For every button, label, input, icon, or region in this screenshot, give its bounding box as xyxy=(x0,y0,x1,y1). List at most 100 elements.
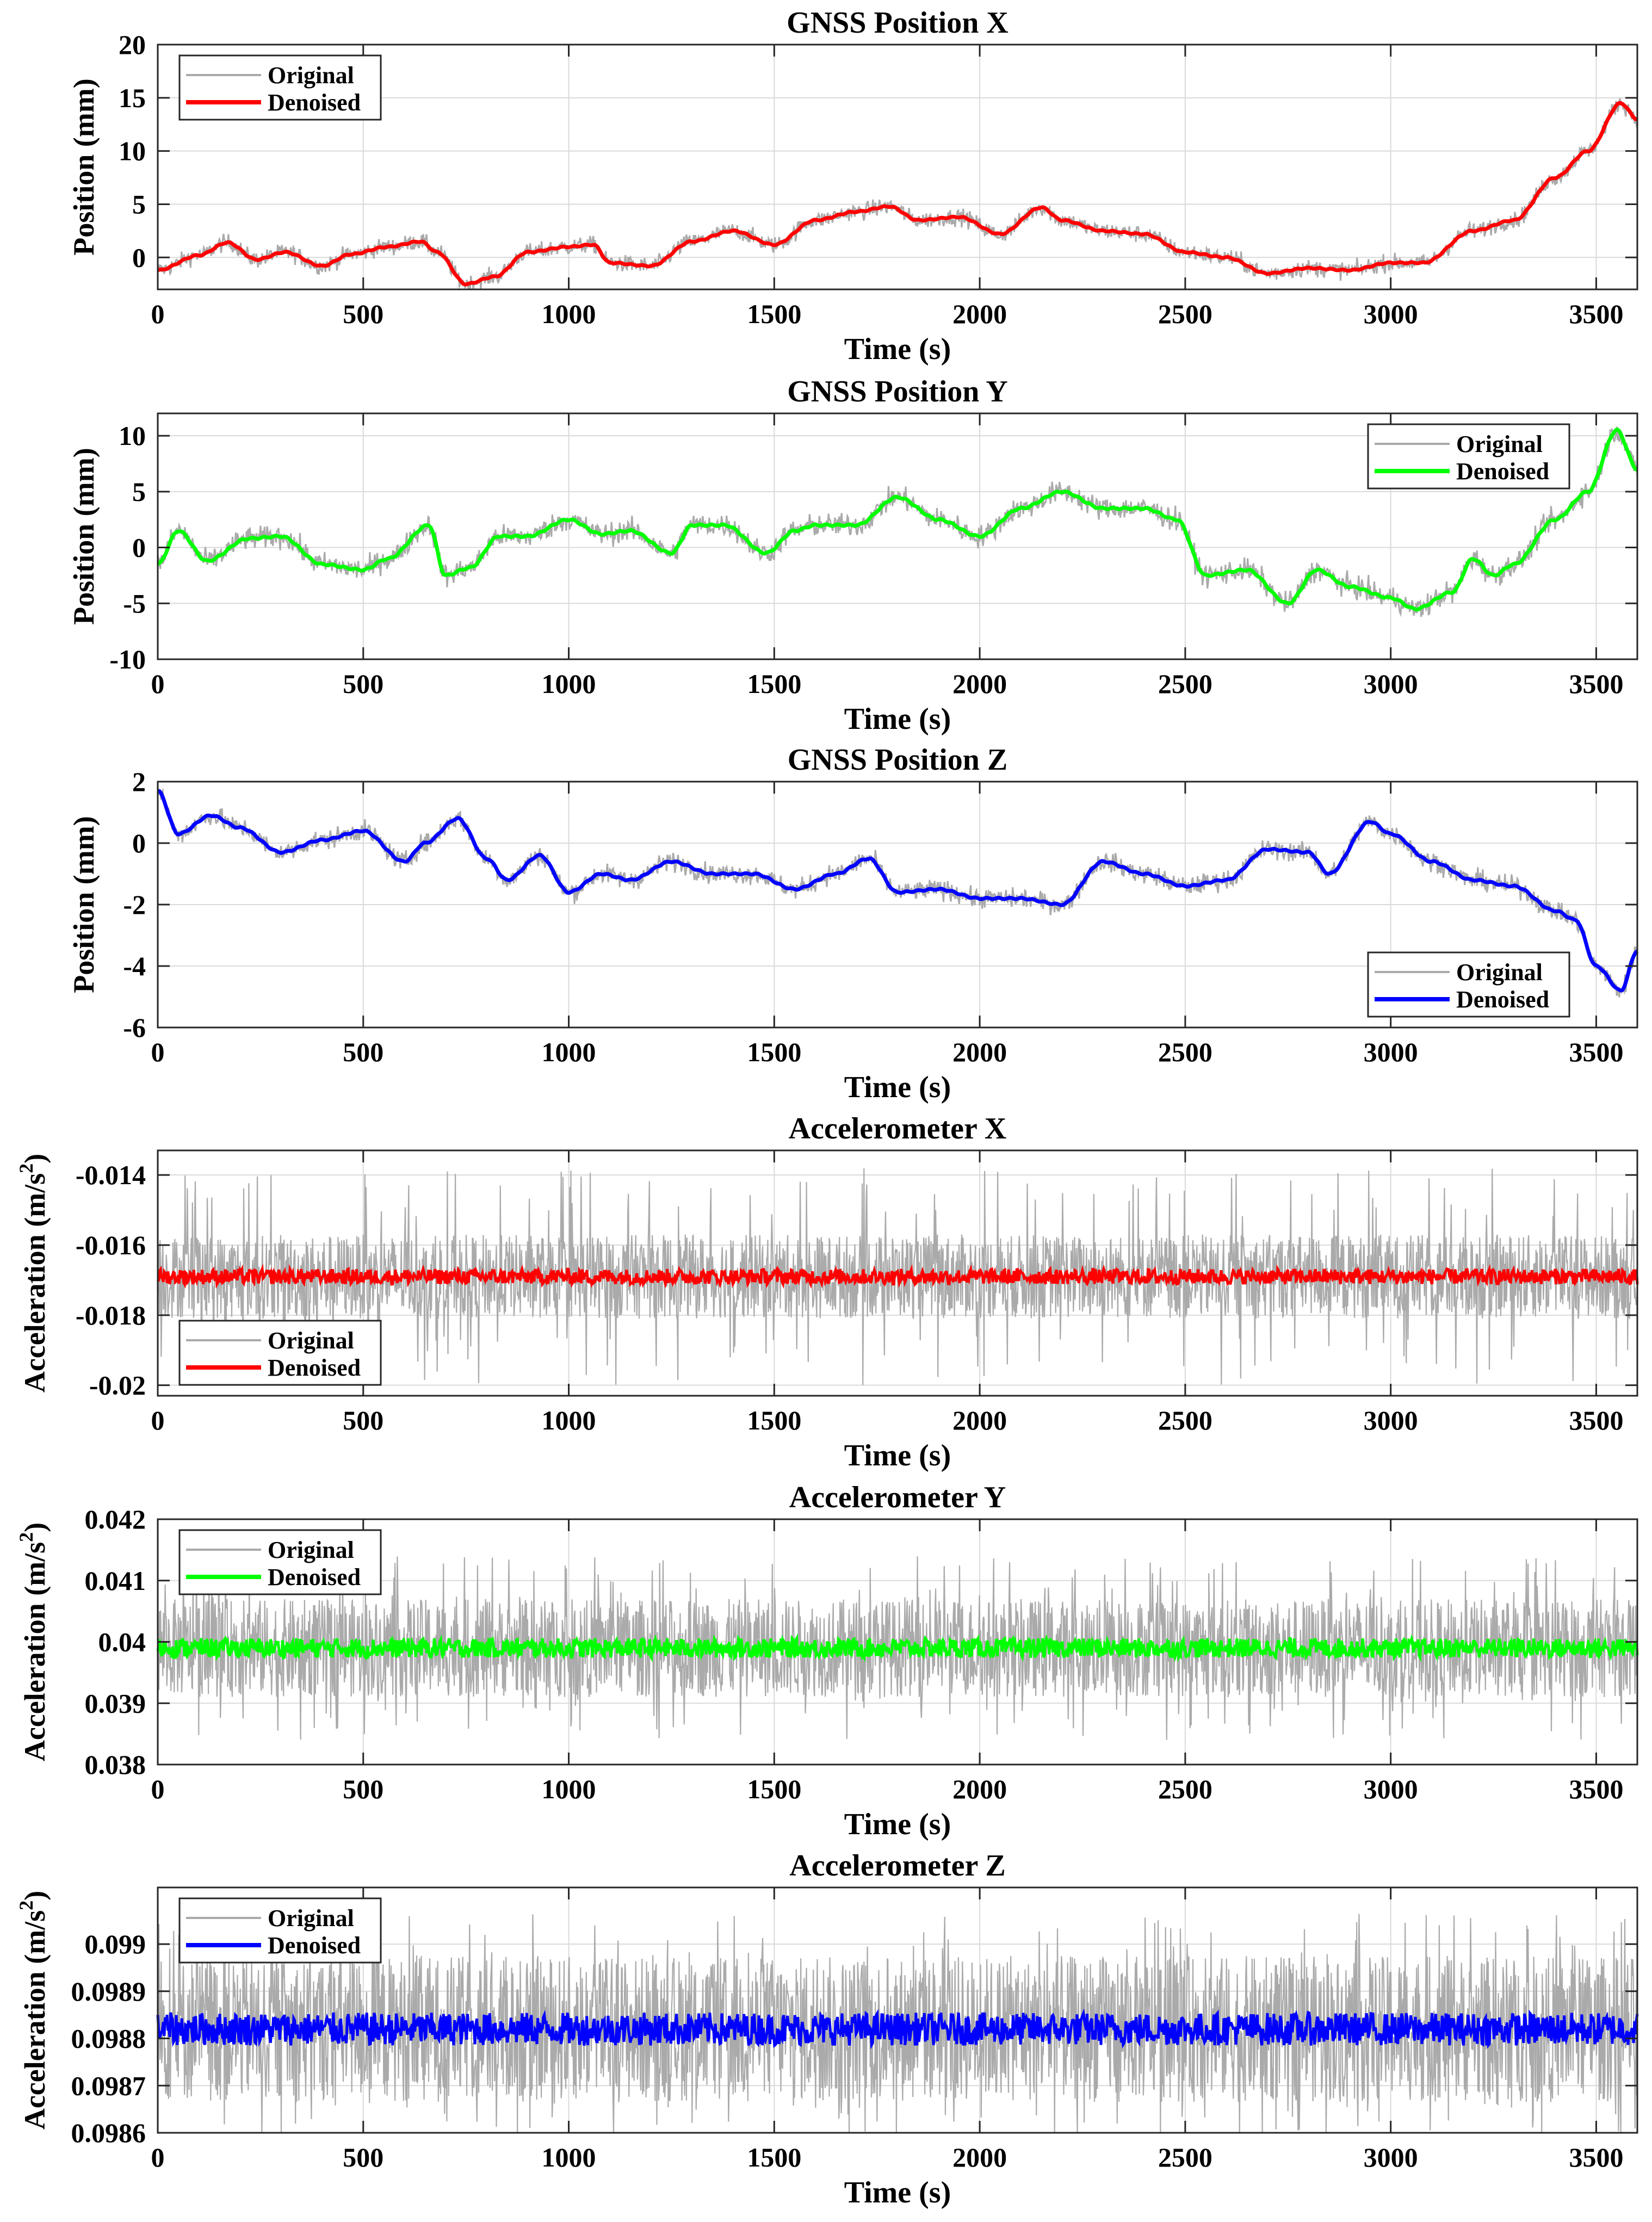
y-tick-label: 0.0988 xyxy=(71,2023,146,2054)
y-tick-label: 0.0986 xyxy=(71,2118,146,2148)
x-tick-label: 500 xyxy=(343,1405,383,1435)
y-tick-label: 10 xyxy=(119,136,146,166)
x-axis-label: Time (s) xyxy=(844,1070,951,1104)
legend-box xyxy=(1367,951,1570,1018)
denoised-series-line xyxy=(156,2008,1639,2050)
legend-label-denoised: Denoised xyxy=(268,1932,361,1959)
y-axis: -6 -4 -2 0 2 xyxy=(123,766,1637,1043)
chart-panel-2: 0 500 1000 1500 2000 2500 3000 3500 -10 -5 0 5 10 GNS… xyxy=(67,375,1638,736)
x-axis: 0 500 1000 1500 2000 2500 3000 3500 xyxy=(151,45,1623,329)
x-tick-label: 500 xyxy=(343,669,383,699)
x-tick-label: 3000 xyxy=(1364,1774,1418,1804)
legend-label-denoised: Denoised xyxy=(1456,458,1549,485)
x-tick-label: 3000 xyxy=(1364,2142,1418,2173)
y-axis-label: Acceleration (m/s2) xyxy=(15,1522,51,1761)
y-tick-label: 2 xyxy=(132,766,146,797)
x-tick-label: 2000 xyxy=(952,2142,1007,2173)
y-axis-label: Position (mm) xyxy=(67,448,100,624)
x-tick-label: 2500 xyxy=(1158,1774,1212,1804)
x-tick-label: 2000 xyxy=(952,1405,1007,1435)
x-tick-label: 1500 xyxy=(747,669,801,699)
chart-title: GNSS Position Z xyxy=(788,743,1008,777)
legend-label-denoised: Denoised xyxy=(1456,986,1549,1013)
denoised-series-line xyxy=(156,428,1638,612)
x-tick-label: 2000 xyxy=(952,299,1007,329)
x-axis-label: Time (s) xyxy=(844,1439,951,1472)
x-tick-label: 3500 xyxy=(1569,1037,1623,1067)
x-tick-label: 2500 xyxy=(1158,1405,1212,1435)
x-axis: 0 500 1000 1500 2000 2500 3000 3500 xyxy=(151,1150,1623,1435)
y-tick-label: 10 xyxy=(119,420,146,451)
y-tick-label: 0.039 xyxy=(85,1688,146,1718)
y-tick-label: 20 xyxy=(119,29,146,60)
y-axis: 0 5 10 15 20 xyxy=(119,29,1637,273)
x-tick-label: 500 xyxy=(343,1774,383,1804)
chart-panel-5: 0 500 1000 1500 2000 2500 3000 35000.0380.0390.… xyxy=(15,1481,1639,1841)
series-lines xyxy=(157,98,1638,290)
y-axis: 0.038 0.039 0.04 0.041 0.042 xyxy=(85,1504,1637,1780)
denoised-series-line xyxy=(157,789,1639,993)
x-tick-label: 2500 xyxy=(1158,2142,1212,2173)
legend-label-original: Original xyxy=(1456,431,1543,457)
series-lines xyxy=(156,1556,1639,1740)
x-axis-label: Time (s) xyxy=(844,2176,951,2209)
original-series-line xyxy=(157,98,1638,290)
x-tick-label: 1000 xyxy=(542,1037,596,1067)
x-axis: 0 500 1000 1500 2000 2500 3000 3500 xyxy=(151,1519,1623,1804)
y-tick-label: 15 xyxy=(119,83,146,113)
x-tick-label: 500 xyxy=(343,1037,383,1067)
x-tick-label: 1000 xyxy=(542,2142,596,2173)
x-tick-label: 3000 xyxy=(1364,299,1418,329)
chart-panel-4: 0 500 1000 1500 2000 2500 3000 3500-0.02-0.018-… xyxy=(15,1112,1639,1472)
y-tick-label: 0.041 xyxy=(85,1565,146,1596)
x-tick-label: 2500 xyxy=(1158,1037,1212,1067)
chart-title: Accelerometer Z xyxy=(789,1849,1005,1883)
legend-box xyxy=(178,1529,382,1595)
y-tick-label: -10 xyxy=(109,644,146,674)
x-tick-label: 0 xyxy=(151,299,165,329)
x-tick-label: 3500 xyxy=(1569,299,1623,329)
x-tick-label: 500 xyxy=(343,299,383,329)
legend-label-original: Original xyxy=(268,1537,354,1563)
denoised-series-line xyxy=(156,1633,1639,1663)
legend-label-original: Original xyxy=(268,62,354,89)
chart-panel-6: 0 500 1000 1500 2000 2500 3000 3500 0.0986 0.0987… xyxy=(15,1849,1639,2209)
y-axis: -0.02 -0.018 -0.016 -0.014 xyxy=(76,1160,1637,1401)
y-axis-label: Position (mm) xyxy=(67,816,100,993)
x-tick-label: 3500 xyxy=(1569,669,1623,699)
legend-box xyxy=(1367,423,1570,490)
axes-box xyxy=(157,44,1638,290)
x-tick-label: 3000 xyxy=(1364,669,1418,699)
x-tick-label: 3000 xyxy=(1364,1037,1418,1067)
legend-label-denoised: Denoised xyxy=(268,89,361,116)
series-lines xyxy=(157,788,1639,998)
y-tick-label: 0.099 xyxy=(85,1929,146,1959)
legend-box xyxy=(178,1320,382,1386)
denoised-series-line xyxy=(156,1264,1639,1289)
y-tick-label: 0 xyxy=(132,533,146,563)
x-axis: 0 500 1000 1500 2000 2500 3000 3500 xyxy=(151,782,1623,1067)
chart-panel-3: 0 500 1000 1500 2000 2500 3000 3500 -6 -4 -2 0 2 GNSS… xyxy=(67,743,1639,1104)
chart-panel-1: 0 500 1000 1500 2000 2500 3000 3500 0 5 10 15 20 GNSS… xyxy=(67,6,1638,366)
legend-label-original: Original xyxy=(1456,959,1543,986)
x-tick-label: 3500 xyxy=(1569,1774,1623,1804)
y-tick-label: -6 xyxy=(123,1012,146,1043)
x-axis: 0 500 1000 1500 2000 2500 3000 3500 xyxy=(151,413,1623,699)
x-tick-label: 1500 xyxy=(747,1037,801,1067)
x-tick-label: 0 xyxy=(151,1405,165,1435)
y-tick-label: -0.018 xyxy=(76,1300,146,1330)
axes-box xyxy=(157,1886,1638,2134)
x-tick-label: 2000 xyxy=(952,1774,1007,1804)
x-axis-label: Time (s) xyxy=(844,1808,951,1841)
x-tick-label: 1000 xyxy=(542,299,596,329)
x-tick-label: 1000 xyxy=(542,669,596,699)
x-tick-label: 1500 xyxy=(747,2142,801,2173)
chart-title: GNSS Position X xyxy=(787,6,1008,40)
x-tick-label: 1500 xyxy=(747,1774,801,1804)
y-tick-label: 0.038 xyxy=(85,1749,146,1780)
y-tick-label: 0.042 xyxy=(85,1504,146,1534)
x-tick-label: 3500 xyxy=(1569,1405,1623,1435)
